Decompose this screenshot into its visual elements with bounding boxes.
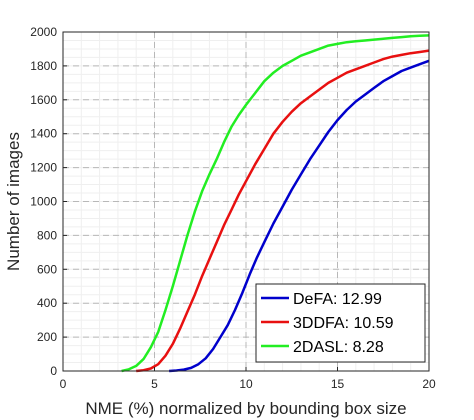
legend: DeFA: 12.99 3DDFA: 10.59 2DASL: 8.28 xyxy=(255,283,426,363)
y-tick-label: 2000 xyxy=(30,25,57,39)
y-tick-label: 200 xyxy=(37,330,57,344)
y-tick-label: 1000 xyxy=(30,195,57,209)
axis-ticks: 0 5 10 15 2002004006008001000120014001600180… xyxy=(30,25,436,391)
y-tick-label: 1600 xyxy=(30,93,57,107)
y-axis-label: Number of images xyxy=(4,132,23,271)
x-axis-label: NME (%) normalized by bounding box size xyxy=(85,399,406,418)
x-tick-label: 10 xyxy=(239,377,253,391)
legend-label-2: 2DASL: 8.28 xyxy=(293,339,384,356)
x-tick-label: 5 xyxy=(151,377,158,391)
y-tick-label: 1800 xyxy=(30,59,57,73)
y-tick-label: 1400 xyxy=(30,127,57,141)
x-tick-label: 20 xyxy=(422,377,436,391)
x-tick-label: 0 xyxy=(60,377,67,391)
series-line-2 xyxy=(121,34,430,373)
x-tick-label: 15 xyxy=(331,377,345,391)
y-tick-label: 0 xyxy=(50,364,57,378)
y-tick-label: 400 xyxy=(37,296,57,310)
legend-label-1: 3DDFA: 10.59 xyxy=(293,315,394,332)
legend-label-0: DeFA: 12.99 xyxy=(293,291,382,308)
y-tick-label: 800 xyxy=(37,228,57,242)
series-line-0 xyxy=(169,59,430,373)
y-tick-label: 1200 xyxy=(30,161,57,175)
y-tick-label: 600 xyxy=(37,262,57,276)
series-line-1 xyxy=(136,49,430,373)
series-lines xyxy=(121,34,430,373)
